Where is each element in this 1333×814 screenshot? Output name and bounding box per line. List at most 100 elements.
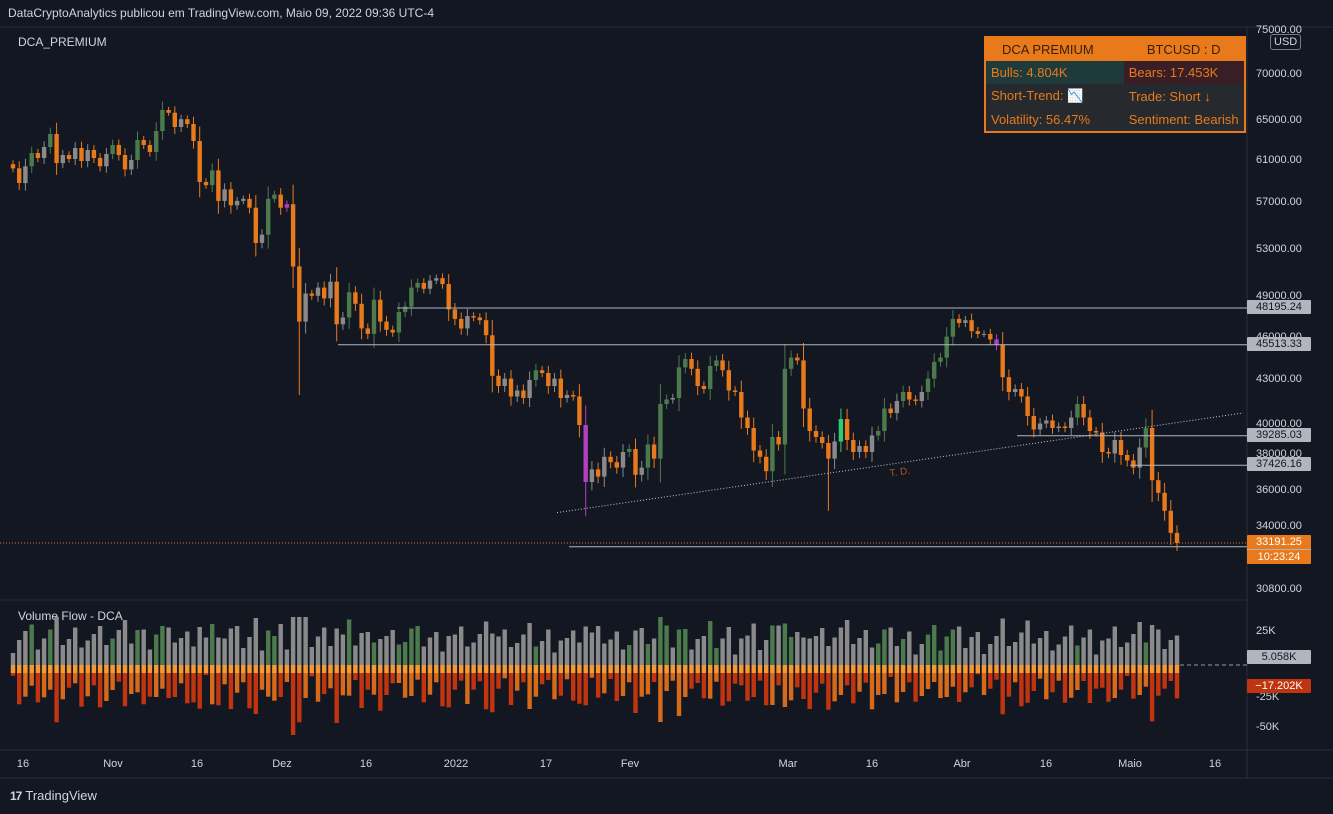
volume-bear-bar [365, 665, 370, 690]
volume-bear-bar [1069, 665, 1074, 698]
volume-inner-bar [913, 665, 918, 673]
volume-bull-bar [459, 626, 464, 665]
volume-inner-bar [1019, 665, 1024, 673]
volume-inner-bar [35, 665, 41, 673]
volume-bear-bar [627, 665, 632, 683]
candle [104, 154, 109, 167]
volume-bear-bar [465, 665, 470, 704]
volume-bull-bar [770, 625, 775, 665]
candle [714, 360, 719, 366]
candle [241, 198, 246, 201]
candle [10, 164, 16, 169]
volume-bull-bar [1056, 644, 1061, 665]
volume-bull-bar [751, 623, 756, 665]
volume-bull-bar [963, 648, 968, 665]
volume-bear-bar [41, 665, 47, 698]
volume-bull-bar [402, 642, 408, 665]
volume-bear-bar [390, 665, 395, 684]
volume-inner-bar [1013, 665, 1018, 673]
candle [365, 328, 370, 334]
volume-bear-bar [278, 665, 283, 697]
volume-bear-bar [689, 665, 694, 689]
volume-bear-bar [1075, 665, 1080, 690]
volume-inner-bar [1118, 665, 1124, 673]
volume-inner-bar [122, 665, 128, 673]
volume-bull-bar [1062, 636, 1068, 665]
candle [216, 170, 221, 201]
volume-bull-value: 5.058K [1247, 650, 1311, 664]
volume-bull-bar [527, 623, 532, 665]
candle [813, 431, 819, 437]
volume-bull-bar [54, 617, 59, 665]
volume-bear-bar [66, 665, 72, 688]
volume-bull-bar [583, 626, 588, 665]
volume-inner-bar [956, 665, 962, 673]
volume-bull-bar [820, 628, 825, 665]
candle [608, 456, 613, 463]
volume-bull-bar [1081, 637, 1086, 665]
candle [434, 278, 439, 281]
volume-bull-bar [378, 639, 383, 665]
volume-bear-bar [820, 665, 825, 684]
candle [396, 312, 402, 333]
candle [1006, 377, 1012, 392]
volume-indicator-label[interactable]: Volume Flow - DCA [18, 609, 123, 623]
volume-bull-bar [956, 626, 962, 665]
main-indicator-label[interactable]: DCA_PREMIUM [18, 35, 107, 49]
level-price-label: 39285.03 [1247, 427, 1311, 442]
candle [788, 357, 794, 369]
volume-bull-bar [122, 620, 128, 665]
volume-inner-bar [378, 665, 383, 673]
candle [371, 299, 377, 334]
volume-bear-bar [315, 665, 321, 702]
volume-bull-bar [900, 639, 906, 665]
candle [888, 408, 893, 413]
volume-bear-bar [322, 665, 327, 694]
volume-inner-bar [1168, 665, 1173, 673]
volume-inner-bar [1137, 665, 1142, 673]
volume-inner-bar [266, 665, 271, 673]
volume-bull-bar [888, 627, 893, 665]
volume-inner-bar [48, 665, 53, 673]
time-tick-label: 16 [190, 758, 204, 770]
volume-bear-bar [328, 665, 333, 689]
level-price-label: 48195.24 [1247, 299, 1311, 314]
volume-inner-bar [1062, 665, 1068, 673]
sentiment-value: Sentiment: Bearish [1123, 108, 1245, 132]
volume-bull-bar [359, 633, 364, 665]
volume-inner-bar [60, 665, 65, 673]
volume-inner-bar [645, 665, 651, 673]
volume-bull-bar [1174, 635, 1180, 665]
volume-bull-bar [714, 648, 719, 665]
volume-inner-bar [340, 665, 346, 673]
volume-inner-bar [1149, 665, 1155, 673]
volume-bull-bar [639, 628, 644, 665]
volume-inner-bar [552, 665, 557, 673]
candle [1000, 345, 1005, 378]
candle [745, 417, 750, 428]
volume-inner-bar [154, 665, 159, 673]
volume-inner-bar [471, 665, 476, 673]
volume-bear-bar [813, 665, 819, 693]
volume-bull-bar [452, 634, 458, 665]
volume-inner-bar [664, 665, 669, 673]
volume-inner-bar [882, 665, 887, 673]
candle [1056, 426, 1061, 428]
volume-bull-bar [1149, 625, 1155, 665]
volume-bull-bar [303, 617, 308, 665]
candle [477, 317, 482, 321]
candle [471, 316, 476, 318]
currency-badge[interactable]: USD [1270, 34, 1302, 50]
volume-inner-bar [421, 665, 426, 673]
candle [309, 293, 314, 296]
price-tick-label: 70000.00 [1256, 68, 1302, 80]
volume-bear-bar [832, 665, 837, 702]
volume-bear-bar [104, 665, 109, 701]
volume-bear-bar [739, 665, 744, 686]
volume-bull-bar [1093, 654, 1099, 665]
volume-bear-bar [172, 665, 177, 697]
candle [228, 189, 234, 206]
candle [322, 287, 327, 299]
volume-inner-bar [689, 665, 694, 673]
